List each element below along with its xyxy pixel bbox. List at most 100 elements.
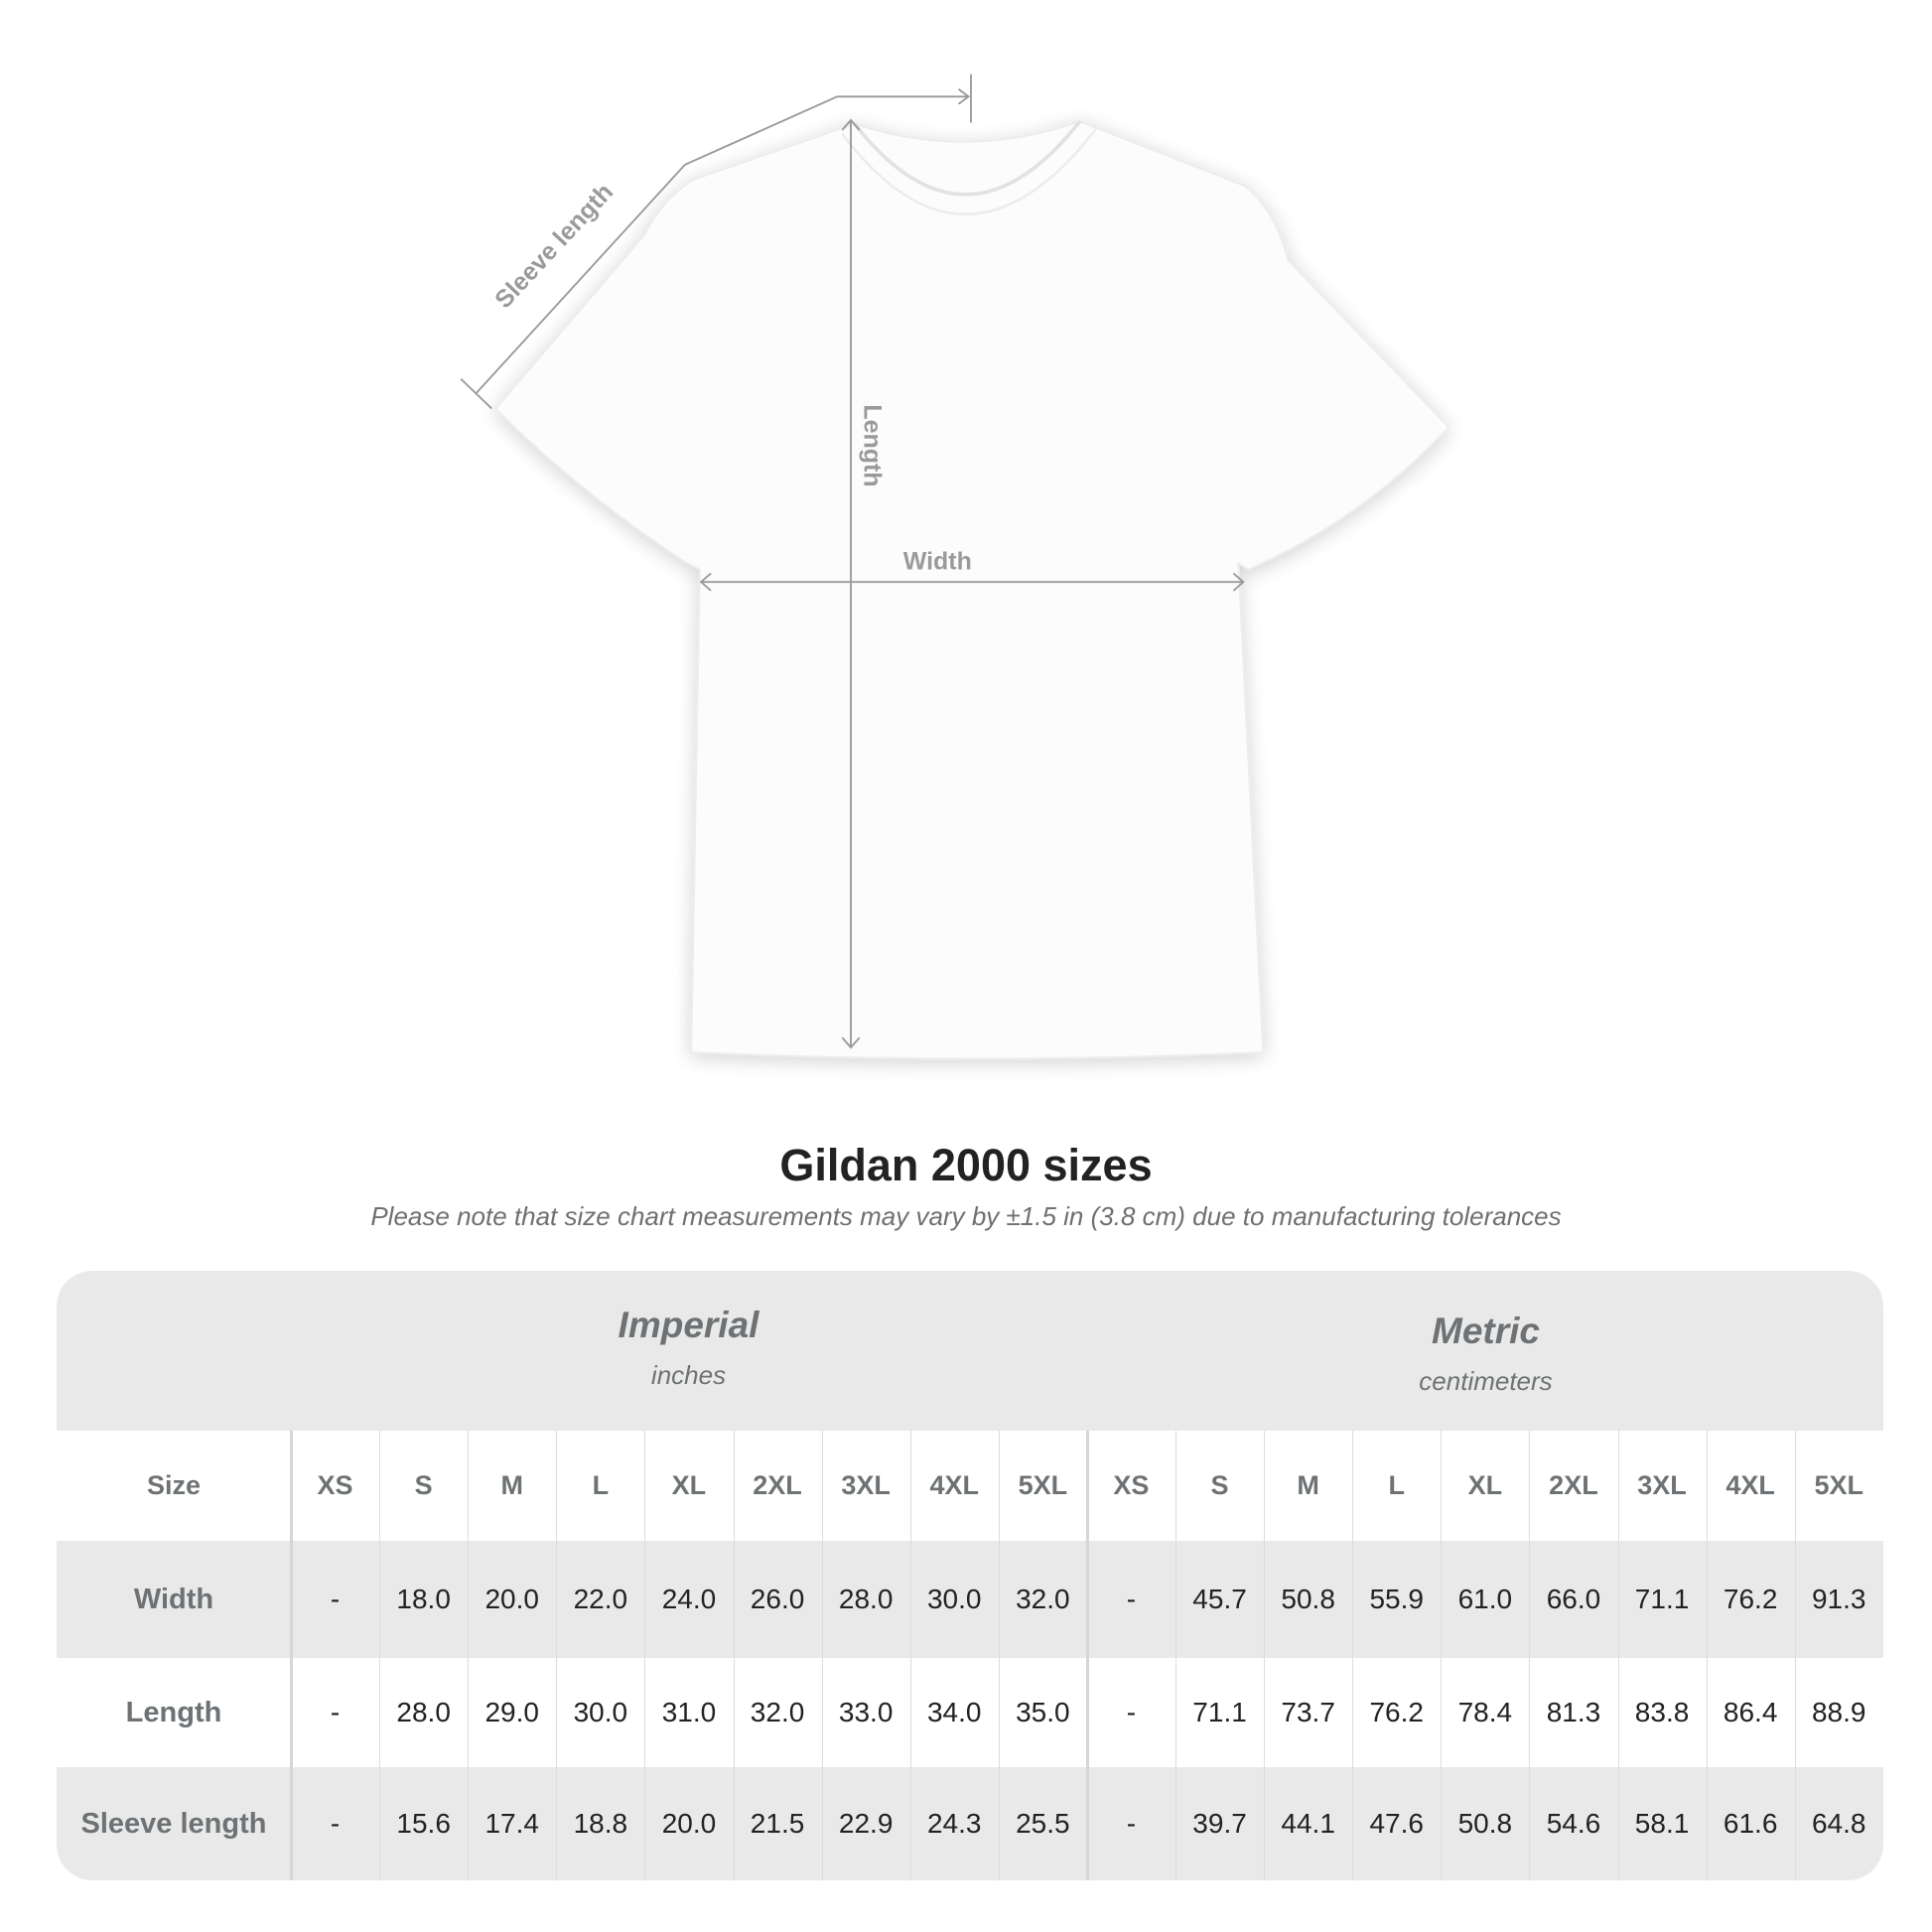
measurement-cell: 50.8 xyxy=(1457,1808,1513,1839)
size-column-header: 5XL xyxy=(1018,1470,1068,1500)
imperial-title: Imperial xyxy=(618,1305,759,1345)
size-column-header: M xyxy=(500,1470,523,1500)
size-header-row: Size XS S M L XL 2XL 3XL 4XL 5XL XS S M L XL 2XL 3XL 4XL 5… xyxy=(57,1431,1883,1541)
row-label: Width xyxy=(133,1583,214,1615)
table-row: Width - 18.0 20.0 22.0 24.0 26.0 28.0 30.0 32.0 - 4… xyxy=(57,1541,1883,1658)
column-divider xyxy=(1617,1431,1619,1880)
size-column-header: 2XL xyxy=(753,1470,802,1500)
measurement-cell: - xyxy=(330,1808,341,1839)
column-divider xyxy=(998,1431,1000,1880)
measurement-cell: 47.6 xyxy=(1369,1808,1424,1839)
metric-group-header: Metric centimeters xyxy=(1088,1311,1883,1397)
measurement-cell: 22.0 xyxy=(573,1584,628,1614)
width-label: Width xyxy=(903,548,972,576)
measurement-cell: - xyxy=(1126,1697,1137,1727)
measurement-cell: 32.0 xyxy=(750,1697,805,1727)
sleeve-length-measure xyxy=(460,73,972,410)
column-divider xyxy=(1264,1431,1266,1880)
metric-unit: centimeters xyxy=(1419,1366,1553,1396)
size-column-header: 2XL xyxy=(1549,1470,1598,1500)
measurement-cell: 50.8 xyxy=(1281,1584,1335,1614)
measurement-cell: 15.6 xyxy=(396,1808,451,1839)
column-divider xyxy=(1175,1431,1176,1880)
column-divider xyxy=(290,1431,293,1880)
size-column-header: 3XL xyxy=(841,1470,891,1500)
measurement-cell: 61.6 xyxy=(1723,1808,1778,1839)
measurement-cell: 66.0 xyxy=(1546,1584,1601,1614)
size-column-header: XS xyxy=(317,1470,353,1500)
column-divider xyxy=(556,1431,558,1880)
measurement-cell: 20.0 xyxy=(484,1584,539,1614)
column-divider xyxy=(733,1431,735,1880)
size-column-header: 3XL xyxy=(1637,1470,1687,1500)
measurement-cell: 30.0 xyxy=(573,1697,628,1727)
page-title: Gildan 2000 sizes xyxy=(779,1140,1153,1190)
measurement-cell: 18.0 xyxy=(396,1584,451,1614)
column-divider xyxy=(1085,1431,1089,1880)
measurement-cell: 81.3 xyxy=(1546,1697,1601,1727)
measurement-cell: 33.0 xyxy=(838,1697,894,1727)
size-column-header: 4XL xyxy=(1725,1470,1775,1500)
measurement-cell: - xyxy=(1126,1584,1137,1614)
table-row: Length - 28.0 29.0 30.0 31.0 32.0 33.0 34.0 35.0 -… xyxy=(57,1658,1883,1767)
measurement-cell: 54.6 xyxy=(1546,1808,1601,1839)
size-column-header: XS xyxy=(1113,1470,1150,1500)
measurement-cell: 71.1 xyxy=(1192,1697,1247,1727)
measurement-cell: 34.0 xyxy=(926,1697,982,1727)
length-measure xyxy=(841,118,861,1049)
size-column-header: M xyxy=(1297,1470,1319,1500)
measurement-cell: 78.4 xyxy=(1457,1697,1513,1727)
column-divider xyxy=(909,1431,911,1880)
measurement-cell: 61.0 xyxy=(1457,1584,1513,1614)
column-divider xyxy=(1441,1431,1443,1880)
measurement-cell: 71.1 xyxy=(1634,1584,1690,1614)
size-column-header: XL xyxy=(1467,1470,1503,1500)
column-divider xyxy=(1706,1431,1708,1880)
measurement-cell: 25.5 xyxy=(1016,1808,1070,1839)
measurement-cell: 45.7 xyxy=(1192,1584,1247,1614)
measurement-cell: 88.9 xyxy=(1811,1697,1866,1727)
row-label: Length xyxy=(125,1696,222,1728)
size-column-header: S xyxy=(1210,1470,1229,1500)
measurement-cell: 76.2 xyxy=(1723,1584,1778,1614)
size-column-header: 4XL xyxy=(929,1470,979,1500)
table-header-band xyxy=(57,1271,1883,1431)
column-divider xyxy=(1352,1431,1354,1880)
measurement-cell: 24.3 xyxy=(926,1808,982,1839)
size-column-header: XL xyxy=(671,1470,707,1500)
table-row: Sleeve length - 15.6 17.4 18.8 20.0 21.5 22.9 24… xyxy=(57,1767,1883,1880)
measurement-cell: 44.1 xyxy=(1281,1808,1335,1839)
measurement-cell: 91.3 xyxy=(1811,1584,1866,1614)
measurement-cell: 20.0 xyxy=(661,1808,717,1839)
measurement-cell: 24.0 xyxy=(661,1584,717,1614)
tolerance-note: Please note that size chart measurements… xyxy=(370,1201,1562,1231)
row-label: Sleeve length xyxy=(80,1807,267,1840)
column-divider xyxy=(821,1431,823,1880)
measurement-cell: 58.1 xyxy=(1634,1808,1690,1839)
column-divider xyxy=(644,1431,646,1880)
measurement-cell: 39.7 xyxy=(1192,1808,1247,1839)
length-label: Length xyxy=(859,404,887,486)
measurement-cell: 26.0 xyxy=(750,1584,805,1614)
measurement-cell: - xyxy=(330,1584,341,1614)
measurement-cell: 29.0 xyxy=(484,1697,539,1727)
measurement-cell: 64.8 xyxy=(1811,1808,1866,1839)
measurement-cell: 30.0 xyxy=(926,1584,982,1614)
size-label: Size xyxy=(146,1470,202,1500)
measurement-cell: 28.0 xyxy=(838,1584,894,1614)
metric-title: Metric xyxy=(1432,1311,1540,1351)
measurement-cell: 73.7 xyxy=(1281,1697,1335,1727)
measurement-cell: 18.8 xyxy=(573,1808,628,1839)
measurement-cell: 76.2 xyxy=(1369,1697,1424,1727)
size-column-header: S xyxy=(414,1470,433,1500)
measurement-cell: 17.4 xyxy=(484,1808,539,1839)
measurement-cell: 35.0 xyxy=(1016,1697,1070,1727)
imperial-unit: inches xyxy=(650,1360,727,1390)
size-column-header: 5XL xyxy=(1814,1470,1863,1500)
measurement-cell: - xyxy=(1126,1808,1137,1839)
measurement-cell: 31.0 xyxy=(661,1697,717,1727)
column-divider xyxy=(379,1431,381,1880)
measurement-cell: 32.0 xyxy=(1016,1584,1070,1614)
measurement-cell: 55.9 xyxy=(1369,1584,1424,1614)
measurement-cell: - xyxy=(330,1697,341,1727)
